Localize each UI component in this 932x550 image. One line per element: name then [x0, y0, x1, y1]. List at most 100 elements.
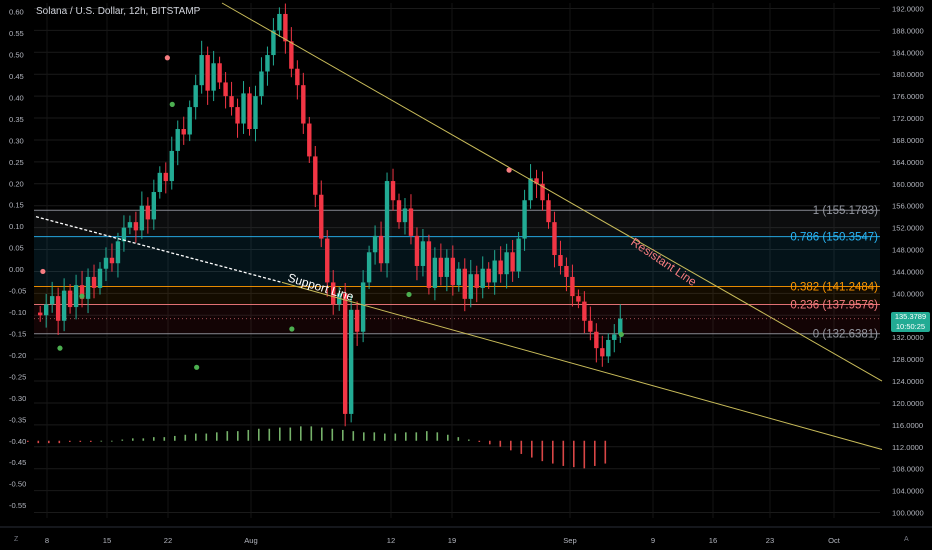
histogram-bar [352, 431, 355, 441]
auto-scale-button[interactable]: A [904, 536, 909, 543]
candle-body [295, 68, 300, 86]
signal-dot [40, 268, 46, 275]
histogram-bar [90, 440, 92, 442]
right-axis-tick: 192.0000 [892, 4, 924, 13]
candle-body [348, 309, 354, 414]
right-axis-tick: 164.0000 [892, 158, 924, 167]
histogram-bar [153, 437, 155, 441]
fib-level-label: 0.382 (141.2484) [790, 282, 878, 294]
candle-body [205, 55, 210, 91]
left-axis-tick: -0.30 [9, 394, 26, 403]
candle-body [163, 172, 168, 182]
left-axis-tick: 0.40 [9, 93, 24, 102]
right-axis-tick: 176.0000 [892, 92, 924, 101]
histogram-bar [394, 433, 397, 441]
left-axis-tick: 0.10 [9, 222, 24, 231]
candle-body [103, 257, 109, 269]
time-axis-tick: Aug [244, 536, 258, 545]
histogram-bar [468, 439, 470, 441]
candle-body [247, 93, 252, 130]
histogram-bar [405, 432, 407, 441]
candle-body [73, 285, 79, 308]
candle-body [342, 293, 348, 414]
candle-body [109, 257, 115, 264]
candle-body [420, 241, 426, 266]
fib-level-label: 0 (132.6381) [813, 329, 878, 341]
candle-body [600, 348, 605, 357]
chart-title: Solana / U.S. Dollar, 12h, BITSTAMP [36, 6, 201, 17]
right-axis-tick: 184.0000 [892, 48, 924, 57]
candle-body [594, 331, 599, 349]
signal-dots [40, 55, 624, 370]
candle-body [91, 276, 97, 288]
histogram-bar [520, 440, 523, 454]
left-axis-tick: 0.50 [9, 51, 24, 60]
left-axis-tick: -0.25 [9, 372, 26, 381]
candle-body [480, 268, 485, 288]
candle-body [432, 257, 438, 288]
candle-body [510, 252, 515, 272]
candle-body [492, 260, 497, 283]
histogram-bar [111, 440, 113, 442]
right-axis-tick: 112.0000 [892, 443, 923, 452]
right-axis-tick: 120.0000 [892, 399, 924, 408]
left-axis-tick: 0.55 [9, 29, 24, 38]
right-axis-tick: 152.0000 [892, 224, 924, 233]
candle-body [588, 320, 593, 332]
left-axis-tick: -0.05 [9, 287, 26, 296]
histogram-bar [247, 429, 250, 441]
candle-body [49, 296, 55, 305]
time-axis-tick: 23 [766, 536, 774, 545]
time-axis-tick: 22 [164, 536, 172, 545]
left-axis-tick: -0.40 [9, 437, 26, 446]
histogram-bar [321, 427, 323, 441]
histogram-bar [541, 440, 544, 462]
candle-body [546, 200, 551, 223]
candle-body [325, 238, 330, 283]
candle-body [229, 96, 234, 108]
histogram-bar [205, 433, 208, 441]
candle-body [121, 227, 127, 242]
candle-body [223, 82, 228, 97]
fib-zone [34, 210, 880, 237]
candle-body [534, 178, 539, 184]
candle-body [564, 265, 569, 277]
candle-body [199, 55, 204, 86]
histogram-bar [289, 427, 292, 441]
histogram-bar [27, 440, 29, 442]
timezone-button[interactable]: Z [14, 536, 19, 543]
bar-countdown: 10:50:25 [895, 322, 926, 331]
time-axis[interactable]: 8 15 22 Aug 12 19 Sep 9 16 23 Oct [0, 526, 932, 545]
candles [38, 3, 623, 427]
candle-body [468, 274, 473, 299]
left-axis-tick: -0.10 [9, 308, 26, 317]
candle-body [402, 208, 408, 223]
candle-body [576, 296, 581, 302]
right-axis-tick: 116.0000 [892, 421, 923, 430]
right-axis-tick: 160.0000 [892, 180, 924, 189]
histogram-bar [457, 437, 460, 441]
candle-body [115, 241, 121, 264]
right-axis[interactable]: 192.0000 188.0000 184.0000 180.0000 176.0000… [892, 4, 924, 517]
histogram-bar [300, 426, 302, 441]
histogram-bar [79, 440, 82, 442]
candle-body [354, 309, 360, 332]
candle-body [193, 85, 198, 108]
resistant-line [221, 2, 883, 382]
histogram-bar [100, 440, 103, 442]
right-axis-tick: 108.0000 [892, 465, 924, 474]
histogram-bar [279, 427, 281, 441]
left-axis-tick: -0.15 [9, 329, 26, 338]
candle-body [372, 235, 378, 253]
time-axis-tick: 19 [448, 536, 456, 545]
right-axis-tick: 180.0000 [892, 70, 924, 79]
left-axis-tick: 0.60 [9, 8, 24, 17]
signal-dot [164, 55, 170, 61]
candle-body [271, 30, 276, 56]
candle-body [360, 282, 366, 332]
histogram-bar [142, 438, 145, 441]
candle-body [127, 222, 133, 228]
candle-body [582, 301, 587, 321]
histogram-bar [426, 431, 428, 441]
